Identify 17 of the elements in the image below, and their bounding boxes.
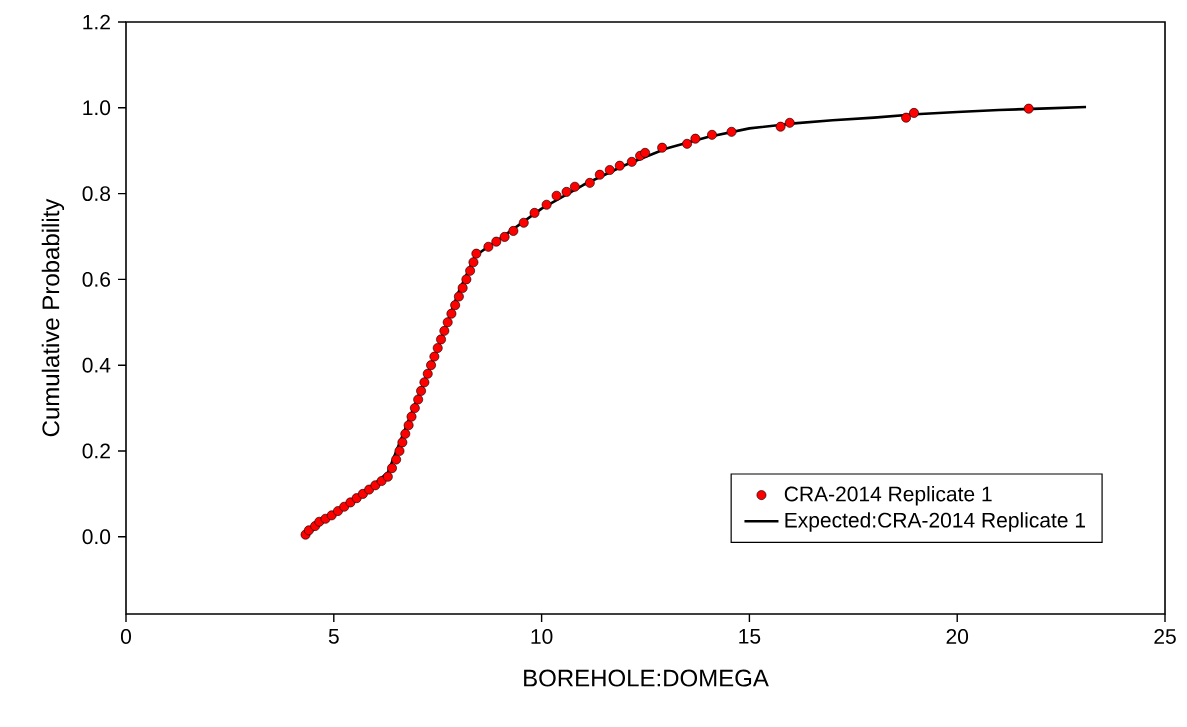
x-tick-label: 0 [120,629,132,644]
y-tick-label: 1.0 [83,100,111,116]
y-tick-label: 0.0 [82,529,111,545]
legend-label: Expected:CRA-2014 Replicate 1 [785,512,1085,532]
y-tick-label: 1.2 [83,14,110,30]
y-tick-label: 0.2 [82,443,110,459]
y-axis-title: Cumulative Probability [41,198,65,437]
x-tick-label: 20 [946,629,969,644]
x-axis-title: BOREHOLE:DOMEGA [524,669,769,687]
x-tick-label: 10 [531,629,553,644]
y-tick-label: 0.8 [82,186,111,202]
legend-label: CRA-2014 Replicate 1 [784,486,992,506]
x-tick-label: 25 [1154,629,1176,644]
y-tick-label: 0.4 [82,357,111,373]
y-tick-label: 0.6 [82,271,111,287]
x-tick-label: 5 [328,629,339,644]
x-tick-label: 15 [739,629,761,644]
